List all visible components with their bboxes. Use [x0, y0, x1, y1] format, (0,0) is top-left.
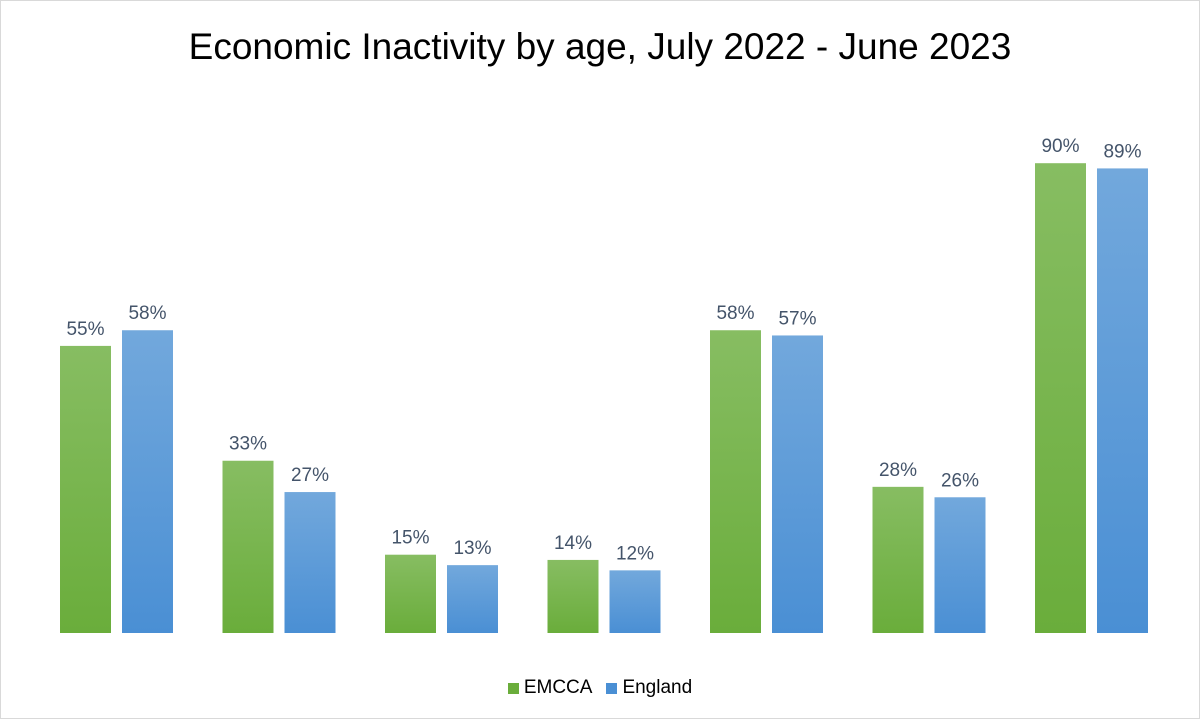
bar-england-3 [447, 565, 498, 633]
bar-england-4 [609, 570, 661, 633]
legend: EMCCA England [0, 677, 1200, 699]
legend-label-emcca: EMCCA [523, 677, 593, 698]
data-label-england-1: 58% [128, 303, 166, 324]
data-label-england-4: 12% [616, 543, 654, 564]
bar-emcca-1 [60, 345, 111, 633]
legend-item-england: England [606, 677, 692, 699]
bar-emcca-7 [1035, 163, 1086, 633]
bar-emcca-5 [710, 330, 761, 633]
bar-emcca-3 [385, 554, 436, 633]
bar-england-5 [772, 335, 823, 633]
data-label-emcca-3: 15% [391, 528, 429, 549]
legend-swatch-england [606, 682, 618, 694]
bar-england-7 [1097, 168, 1148, 634]
data-label-england-7: 89% [1103, 141, 1141, 162]
legend-label-england: England [622, 677, 693, 698]
data-label-emcca-1: 55% [66, 319, 104, 340]
data-label-england-6: 26% [941, 470, 979, 491]
data-label-emcca-6: 28% [879, 460, 917, 481]
data-label-england-3: 13% [453, 538, 491, 559]
data-label-emcca-5: 58% [716, 303, 754, 324]
bars-layer [60, 163, 1148, 634]
bar-england-1 [122, 330, 173, 633]
legend-swatch-emcca [507, 682, 519, 694]
data-label-emcca-4: 14% [554, 533, 592, 554]
bar-emcca-2 [222, 460, 274, 633]
data-label-england-2: 27% [291, 465, 329, 486]
chart-title: Economic Inactivity by age, July 2022 - … [188, 26, 1012, 67]
data-label-england-5: 57% [778, 308, 816, 329]
bar-england-2 [284, 492, 336, 633]
bar-england-6 [934, 497, 986, 633]
data-labels-layer: 55% 58% 33% 27% 15% 13% 14% 12% 58% 57% 28% 26% 90% 8… [66, 136, 1141, 564]
legend-item-emcca: EMCCA [507, 677, 593, 699]
data-label-emcca-7: 90% [1041, 136, 1079, 157]
bar-emcca-6 [872, 486, 924, 633]
data-label-emcca-2: 33% [229, 434, 267, 455]
bar-emcca-4 [547, 559, 599, 633]
